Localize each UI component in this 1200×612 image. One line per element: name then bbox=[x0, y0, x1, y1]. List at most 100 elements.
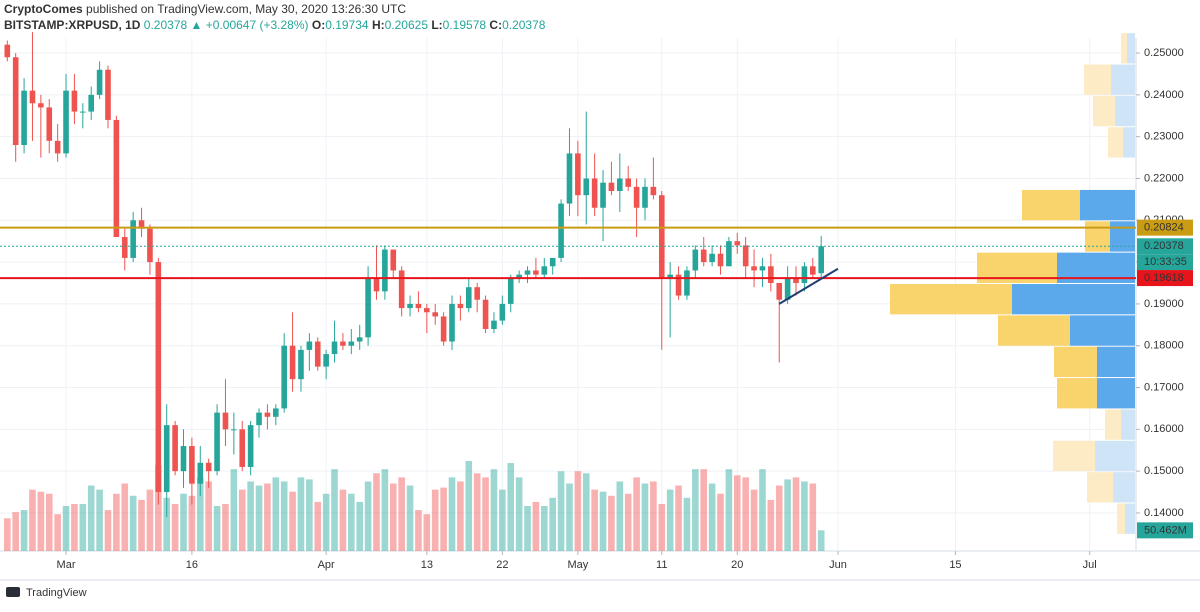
profile-up bbox=[1070, 315, 1135, 346]
profile-down bbox=[1121, 33, 1127, 64]
price-label-box bbox=[1137, 270, 1193, 287]
candle-body bbox=[793, 278, 799, 284]
volume-bar bbox=[574, 471, 582, 551]
candle-body bbox=[105, 69, 111, 120]
y-tick-label: 0.24000 bbox=[1144, 89, 1184, 101]
volume-bar bbox=[180, 493, 187, 551]
volume-bar bbox=[473, 473, 481, 551]
volume-bar bbox=[272, 477, 280, 551]
volume-bar bbox=[624, 493, 632, 551]
candle-body bbox=[734, 241, 741, 246]
footer-text: TradingView bbox=[26, 587, 87, 599]
volume-bar bbox=[457, 481, 464, 551]
candle-body bbox=[499, 303, 506, 321]
volume-bar bbox=[264, 483, 271, 551]
volume-bar bbox=[792, 477, 800, 551]
volume-bar bbox=[423, 514, 431, 551]
candle-body bbox=[71, 90, 78, 112]
volume-bar bbox=[96, 489, 103, 551]
volume-bar bbox=[62, 506, 70, 551]
profile-up bbox=[1097, 378, 1135, 409]
price-label-box bbox=[1137, 219, 1193, 236]
volume-bar bbox=[213, 506, 221, 551]
volume-bar bbox=[138, 499, 145, 551]
candle-body bbox=[298, 349, 304, 380]
candle-body bbox=[289, 345, 296, 380]
x-tick-label: Mar bbox=[57, 559, 76, 571]
y-tick-label: 0.18000 bbox=[1144, 340, 1184, 352]
volume-bar bbox=[582, 473, 590, 551]
y-tick-label: 0.22000 bbox=[1144, 172, 1184, 184]
candle-body bbox=[155, 262, 162, 493]
candle-body bbox=[323, 354, 329, 367]
candle-body bbox=[591, 178, 598, 208]
volume-bar bbox=[608, 495, 615, 551]
volume-bar bbox=[415, 510, 422, 551]
volume-bar bbox=[507, 463, 515, 551]
candle-body bbox=[382, 249, 388, 292]
volume-bar bbox=[557, 471, 565, 551]
candle-body bbox=[759, 266, 766, 271]
ohlc-value: 0.19578 bbox=[443, 18, 487, 32]
candle-body bbox=[54, 140, 61, 154]
volume-bar bbox=[146, 489, 154, 551]
profile-down bbox=[1085, 221, 1110, 252]
candle-body bbox=[575, 153, 581, 196]
profile-up bbox=[1110, 221, 1135, 252]
candle-body bbox=[700, 249, 707, 263]
volume-bar bbox=[314, 501, 322, 551]
volume-bar bbox=[784, 479, 791, 551]
candle-body bbox=[784, 278, 791, 300]
volume-bar bbox=[650, 481, 657, 551]
volume-bar bbox=[591, 489, 598, 551]
x-tick-label: 15 bbox=[949, 559, 961, 571]
x-tick-label: 20 bbox=[731, 559, 743, 571]
price-label: 0.19618 bbox=[1144, 272, 1184, 284]
volume-bar bbox=[255, 485, 263, 551]
volume-bar bbox=[406, 485, 414, 551]
volume-bar bbox=[364, 481, 372, 551]
volume-bar bbox=[87, 485, 95, 551]
candle-body bbox=[474, 287, 480, 300]
candle-body bbox=[281, 345, 287, 409]
x-tick-label: 13 bbox=[421, 559, 433, 571]
candle-body bbox=[583, 178, 590, 196]
volume-bar bbox=[566, 483, 573, 551]
candle-body bbox=[365, 278, 371, 338]
volume-bar bbox=[448, 477, 456, 551]
candle-body bbox=[449, 303, 455, 342]
volume-bar bbox=[113, 493, 120, 551]
candle-body bbox=[147, 228, 153, 263]
volume-label: 50.462M bbox=[1144, 524, 1187, 536]
candle-body bbox=[709, 253, 715, 263]
candle-body bbox=[675, 274, 682, 296]
candle-body bbox=[222, 412, 229, 430]
profile-down bbox=[1057, 378, 1097, 409]
candle-body bbox=[398, 270, 405, 309]
candle-body bbox=[314, 341, 321, 367]
y-tick-label: 0.25000 bbox=[1144, 47, 1184, 59]
volume-bar bbox=[356, 501, 364, 551]
candle-body bbox=[642, 186, 648, 208]
volume-bar bbox=[809, 483, 817, 551]
volume-bar bbox=[20, 510, 28, 551]
profile-up bbox=[1115, 95, 1135, 127]
x-tick-label: May bbox=[567, 559, 588, 571]
candle-body bbox=[600, 182, 606, 208]
volume-bar bbox=[641, 483, 649, 551]
candle-body bbox=[432, 312, 439, 317]
candle-body bbox=[440, 316, 447, 342]
y-tick-label: 0.16000 bbox=[1144, 423, 1184, 435]
volume-bar bbox=[37, 491, 45, 551]
publisher: CryptoComes bbox=[4, 2, 83, 16]
candle-body bbox=[29, 90, 36, 104]
volume-bar bbox=[658, 503, 666, 551]
volume-bar bbox=[733, 475, 741, 551]
volume-bar bbox=[599, 491, 607, 551]
profile-down bbox=[1087, 472, 1113, 503]
footer-logo bbox=[6, 587, 20, 597]
volume-bar bbox=[205, 481, 212, 551]
profile-down bbox=[1054, 346, 1097, 378]
ohlc-label: L: bbox=[431, 18, 442, 32]
ohlc-label: C: bbox=[489, 18, 502, 32]
